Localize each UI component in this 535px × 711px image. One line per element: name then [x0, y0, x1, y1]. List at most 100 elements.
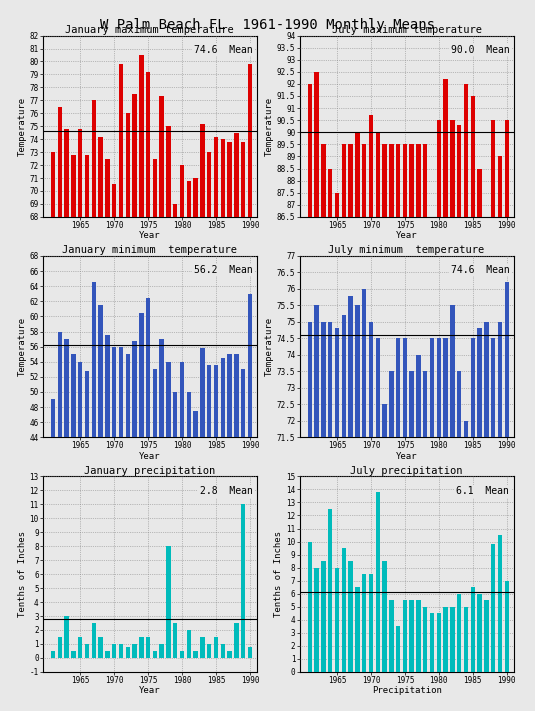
Bar — [464, 421, 468, 711]
Bar — [471, 96, 475, 711]
Bar — [98, 137, 103, 711]
Bar — [321, 144, 326, 711]
Bar — [241, 504, 246, 658]
Bar — [214, 137, 218, 711]
Bar — [477, 169, 482, 711]
Bar — [430, 338, 434, 711]
Bar — [477, 594, 482, 672]
Bar — [112, 184, 116, 711]
Bar — [383, 405, 387, 711]
Bar — [58, 107, 62, 711]
Bar — [315, 567, 319, 672]
Bar — [187, 392, 191, 711]
Bar — [315, 306, 319, 711]
Bar — [389, 371, 394, 711]
Bar — [78, 362, 82, 711]
Bar — [335, 193, 339, 711]
Bar — [64, 616, 69, 658]
Bar — [241, 141, 246, 711]
Bar — [444, 606, 448, 672]
Bar — [200, 348, 205, 711]
Bar — [396, 144, 400, 711]
Bar — [91, 623, 96, 658]
Bar — [194, 178, 198, 711]
Bar — [491, 544, 495, 672]
Bar — [166, 127, 171, 711]
Y-axis label: Temperature: Temperature — [265, 317, 274, 376]
Bar — [119, 644, 123, 658]
Bar — [132, 341, 137, 711]
Bar — [200, 637, 205, 658]
Bar — [64, 339, 69, 711]
Bar — [315, 72, 319, 711]
X-axis label: Year: Year — [396, 231, 417, 240]
Bar — [146, 637, 150, 658]
Text: 74.6  Mean: 74.6 Mean — [450, 265, 509, 275]
Bar — [409, 600, 414, 672]
Bar — [457, 594, 462, 672]
Bar — [207, 152, 211, 711]
Bar — [85, 644, 89, 658]
Bar — [498, 535, 502, 672]
Bar — [159, 339, 164, 711]
Bar — [369, 322, 373, 711]
Bar — [409, 144, 414, 711]
Bar — [308, 542, 312, 672]
Bar — [335, 328, 339, 711]
Bar — [430, 640, 434, 711]
Bar — [328, 169, 332, 711]
X-axis label: Year: Year — [396, 451, 417, 461]
Bar — [471, 338, 475, 711]
Bar — [416, 600, 421, 672]
Title: July precipitation: July precipitation — [350, 466, 463, 476]
Bar — [248, 294, 252, 711]
Bar — [423, 371, 427, 711]
Bar — [464, 606, 468, 672]
Bar — [139, 55, 143, 711]
Bar — [207, 644, 211, 658]
Bar — [423, 144, 427, 711]
Bar — [484, 322, 488, 711]
Bar — [437, 338, 441, 711]
Bar — [173, 204, 178, 711]
Bar — [71, 354, 75, 711]
Bar — [321, 322, 326, 711]
Bar — [85, 371, 89, 711]
Bar — [355, 587, 360, 672]
Bar — [173, 392, 178, 711]
Bar — [112, 644, 116, 658]
Bar — [430, 613, 434, 672]
Bar — [437, 613, 441, 672]
Text: W Palm Beach FL  1961-1990 Monthly Means: W Palm Beach FL 1961-1990 Monthly Means — [100, 18, 435, 32]
Bar — [389, 600, 394, 672]
Bar — [91, 100, 96, 711]
Bar — [403, 144, 407, 711]
Bar — [51, 651, 55, 658]
Bar — [119, 64, 123, 711]
Bar — [152, 651, 157, 658]
Bar — [416, 144, 421, 711]
Bar — [187, 630, 191, 658]
Bar — [491, 120, 495, 711]
X-axis label: Year: Year — [139, 686, 160, 695]
Bar — [484, 600, 488, 672]
Bar — [112, 346, 116, 711]
Bar — [471, 587, 475, 672]
Bar — [341, 548, 346, 672]
Bar — [437, 120, 441, 711]
Bar — [328, 509, 332, 672]
Bar — [234, 354, 239, 711]
Bar — [477, 328, 482, 711]
Bar — [335, 567, 339, 672]
Bar — [248, 647, 252, 658]
Bar — [126, 354, 130, 711]
Title: January maximum temperature: January maximum temperature — [65, 25, 234, 35]
Bar — [383, 561, 387, 672]
Bar — [105, 159, 110, 711]
Bar — [341, 315, 346, 711]
Bar — [464, 84, 468, 711]
Bar — [227, 651, 232, 658]
Bar — [180, 165, 184, 711]
Bar — [214, 365, 218, 711]
Bar — [105, 651, 110, 658]
